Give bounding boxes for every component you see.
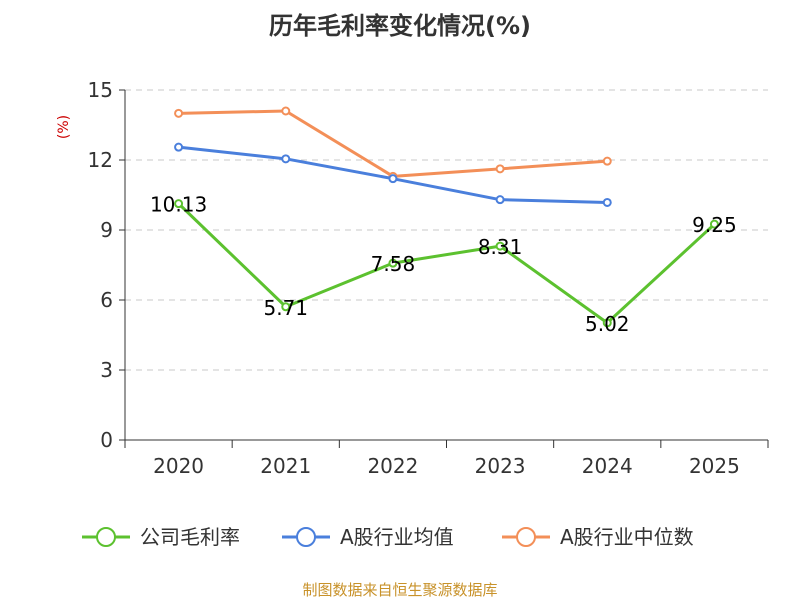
x-tick-label: 2025 (689, 454, 740, 478)
legend-label: A股行业均值 (340, 525, 454, 549)
legend-label: 公司毛利率 (140, 525, 240, 549)
data-point (495, 195, 505, 205)
series-layer (174, 106, 719, 328)
data-label: 7.58 (371, 252, 416, 276)
data-label: 5.71 (263, 296, 308, 320)
data-point (388, 258, 398, 268)
y-tick-label: 9 (100, 218, 113, 242)
legend-label: A股行业中位数 (560, 525, 694, 549)
y-tick-label: 15 (88, 78, 113, 102)
data-label: 10.13 (150, 193, 207, 217)
data-point (174, 108, 184, 118)
y-tick-label: 0 (100, 428, 113, 452)
data-point (174, 199, 184, 209)
series-line (178, 109, 608, 178)
data-point (602, 197, 612, 207)
data-point (281, 106, 291, 116)
series-line (177, 202, 716, 325)
source-note: 制图数据来自恒生聚源数据库 (302, 581, 497, 599)
legend-swatch-marker (96, 527, 116, 547)
data-point (174, 142, 184, 152)
data-point (388, 174, 398, 184)
data-label: 5.02 (585, 312, 630, 336)
data-point (281, 302, 291, 312)
data-label: 9.25 (692, 213, 737, 237)
gridlines (125, 89, 768, 371)
chart-title: 历年毛利率变化情况(%) (269, 12, 531, 40)
x-tick-label: 2023 (475, 454, 526, 478)
y-tick-label: 3 (100, 358, 113, 382)
data-point (281, 154, 291, 164)
data-labels: 10.13 5.71 7.58 8.31 5.02 9.25 (150, 193, 737, 336)
y-axis-unit: (%) (56, 115, 72, 139)
data-point (495, 164, 505, 174)
x-tick-label: 2022 (367, 454, 418, 478)
legend-swatch-marker (516, 527, 536, 547)
data-point (495, 241, 505, 251)
y-tick-label: 6 (100, 288, 113, 312)
data-point (602, 156, 612, 166)
x-tick-label: 2021 (260, 454, 311, 478)
legend: 公司毛利率 A股行业均值 A股行业中位数 (82, 525, 694, 549)
data-label: 8.31 (478, 235, 523, 259)
axes: 0 3 6 9 12 15 2020 2021 2022 2023 2024 2025 (88, 78, 769, 478)
legend-swatch-marker (296, 527, 316, 547)
data-point (602, 318, 612, 328)
y-tick-label: 12 (88, 148, 113, 172)
x-tick-label: 2020 (153, 454, 204, 478)
data-point (709, 219, 719, 229)
x-tick-label: 2024 (582, 454, 633, 478)
